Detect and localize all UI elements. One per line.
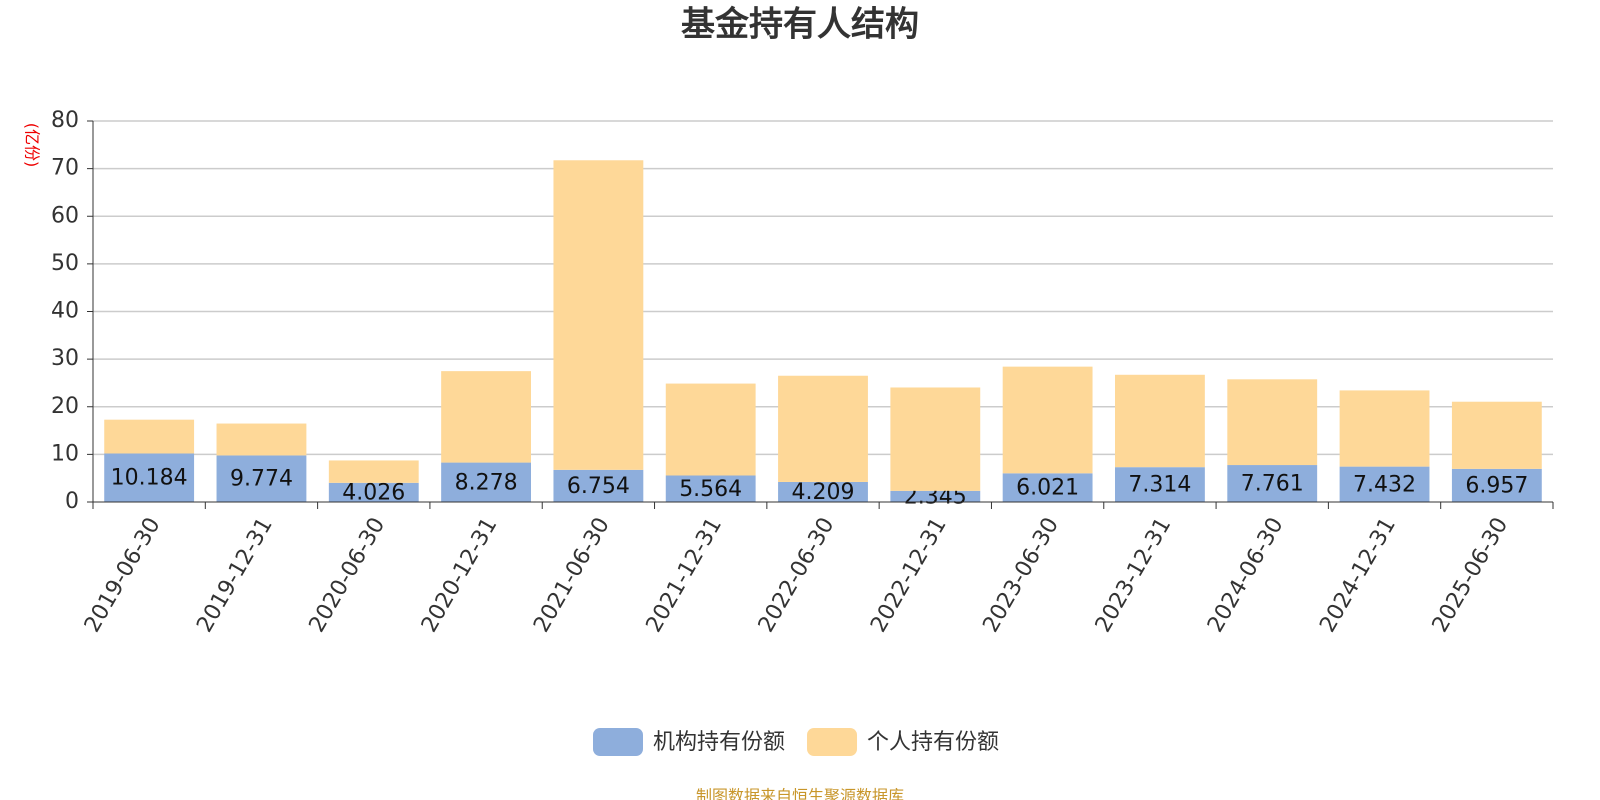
x-tick-label: 2021-06-30	[529, 514, 615, 637]
legend-swatch	[807, 728, 858, 756]
bar	[890, 387, 981, 491]
y-tick-label: 10	[51, 441, 79, 466]
bar	[1002, 473, 1093, 502]
value-label: 7.761	[1241, 472, 1304, 497]
value-label: 4.209	[792, 480, 855, 505]
value-label: 4.026	[342, 480, 405, 505]
bar	[1115, 467, 1205, 502]
value-label: 10.184	[111, 466, 188, 491]
x-tick-label: 2025-06-30	[1428, 514, 1514, 637]
x-tick-label: 2019-06-30	[80, 514, 166, 637]
value-label: 6.957	[1465, 473, 1528, 498]
y-tick-label: 60	[51, 203, 79, 228]
legend-swatch	[593, 728, 643, 756]
bar	[553, 469, 644, 502]
legend-label: 机构持有份额	[653, 730, 785, 755]
bar	[778, 375, 868, 482]
y-tick-label: 40	[51, 299, 79, 324]
bar	[553, 160, 644, 470]
value-label: 6.021	[1016, 476, 1079, 501]
bar	[328, 482, 419, 502]
bar	[216, 455, 307, 502]
y-axis-label: (亿份)	[23, 123, 42, 168]
bar	[1227, 379, 1318, 466]
bar	[104, 419, 195, 454]
x-tick-label: 2023-06-30	[978, 514, 1064, 637]
value-label: 5.564	[679, 477, 742, 502]
y-tick-label: 80	[51, 108, 79, 133]
bar	[665, 475, 756, 502]
bar	[1002, 366, 1093, 474]
bar	[1451, 401, 1542, 469]
bar	[1339, 466, 1430, 502]
source-note: 制图数据来自恒生聚源数据库	[696, 787, 904, 800]
y-tick-label: 30	[51, 346, 79, 371]
bar	[216, 423, 307, 456]
x-tick-label: 2023-12-31	[1091, 514, 1177, 637]
bar	[890, 490, 981, 502]
legend-label: 个人持有份额	[867, 730, 999, 755]
x-tick-label: 2024-12-31	[1315, 514, 1401, 637]
x-tick-label: 2019-12-31	[192, 514, 278, 637]
y-tick-label: 70	[51, 156, 79, 181]
bar	[441, 462, 531, 502]
bar	[104, 453, 195, 502]
bar	[778, 481, 868, 502]
x-tick-label: 2022-12-31	[866, 514, 952, 637]
x-tick-label: 2021-12-31	[642, 514, 728, 637]
bar	[665, 383, 756, 476]
chart-title: 基金持有人结构	[681, 5, 919, 45]
y-tick-label: 0	[65, 489, 79, 514]
x-tick-label: 2020-12-31	[417, 514, 503, 637]
bar	[1451, 468, 1542, 502]
bar	[1115, 374, 1205, 468]
bar	[328, 460, 419, 483]
x-tick-label: 2020-06-30	[305, 514, 391, 637]
value-label: 8.278	[455, 470, 518, 495]
bar	[1227, 465, 1318, 502]
bar	[441, 371, 531, 463]
y-tick-label: 20	[51, 394, 79, 419]
x-tick-label: 2022-06-30	[754, 514, 840, 637]
value-label: 7.314	[1128, 473, 1191, 498]
value-label: 9.774	[230, 467, 293, 492]
value-label: 6.754	[567, 474, 630, 499]
x-tick-label: 2024-06-30	[1203, 514, 1289, 637]
y-tick-label: 50	[51, 251, 79, 276]
bar	[1339, 390, 1430, 467]
value-label: 7.432	[1353, 472, 1416, 497]
